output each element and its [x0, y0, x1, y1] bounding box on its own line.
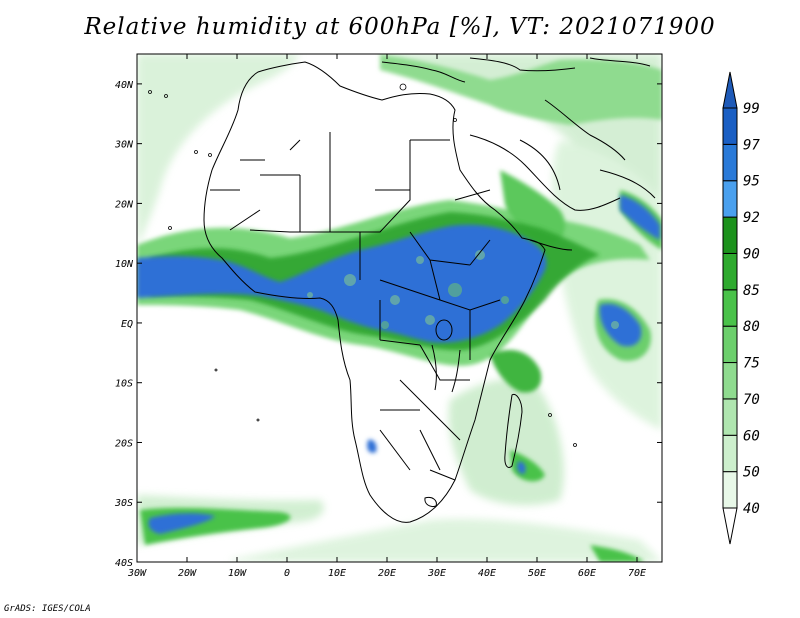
- colorbar-swatch: [722, 398, 738, 436]
- colorbar-swatch: [722, 325, 738, 364]
- lat-tick-label: 30S: [114, 498, 133, 509]
- lon-tick-label: 70E: [628, 568, 646, 579]
- lat-tick-label: 20N: [115, 199, 134, 210]
- colorbar-label: 95: [743, 174, 760, 190]
- colorbar-lower-triangle: [722, 507, 738, 545]
- colorbar-label: 70: [743, 392, 760, 408]
- map-title: Relative humidity at 600hPa [%], VT: 202…: [84, 14, 716, 40]
- lon-tick-label: 30E: [427, 568, 446, 579]
- colorbar-label: 75: [743, 356, 760, 372]
- lon-tick-label: 10E: [328, 568, 346, 579]
- lat-tick-label: 40S: [115, 558, 133, 569]
- colorbar-swatch: [722, 471, 738, 509]
- colorbar-swatch: [722, 180, 738, 218]
- lon-tick-label: 40E: [478, 568, 496, 579]
- colorbar-label: 90: [743, 246, 760, 262]
- lon-axis: 30W 20W 10W 0 10E 20E 30E 40E 50E 60E 70E: [127, 54, 646, 579]
- lon-tick-label: 50E: [528, 568, 546, 579]
- lat-tick-label: 40N: [115, 80, 134, 91]
- plot-frame: [136, 53, 663, 563]
- colorbar-swatch: [722, 216, 738, 254]
- grads-credit: GrADS: IGES/COLA: [4, 604, 91, 614]
- colorbar-swatch: [722, 434, 738, 473]
- lon-tick-label: 30W: [127, 568, 147, 579]
- lon-tick-label: 20W: [178, 568, 197, 579]
- lat-tick-label: 10N: [115, 259, 134, 270]
- colorbar-label: 60: [743, 428, 760, 444]
- colorbar-swatch: [722, 143, 738, 182]
- colorbar-label: 80: [743, 319, 760, 335]
- lon-tick-label: 0: [284, 568, 290, 579]
- colorbar-label: 85: [743, 283, 760, 299]
- colorbar-swatch: [722, 252, 738, 291]
- colorbar-swatch: [722, 362, 738, 400]
- lat-tick-label: 20S: [115, 438, 133, 449]
- humidity-field: [137, 54, 662, 562]
- colorbar-swatch: [722, 289, 738, 327]
- lon-tick-label: 20E: [378, 568, 396, 579]
- colorbar-label: 92: [743, 210, 760, 226]
- colorbar-label: 97: [743, 137, 760, 153]
- colorbar-swatch: [722, 107, 738, 145]
- colorbar-label: 50: [743, 465, 760, 481]
- lon-tick-label: 10W: [228, 568, 247, 579]
- lat-tick-label: 10S: [115, 379, 133, 390]
- colorbar-label: 40: [743, 501, 760, 517]
- lat-tick-label: 30N: [114, 140, 134, 151]
- colorbar: 40 50 60 70 75 80 85 90 92 95 97 99: [722, 71, 760, 545]
- lat-tick-label: EQ: [121, 319, 133, 330]
- lon-tick-label: 60E: [578, 568, 596, 579]
- lat-axis: 40N 30N 20N 10N EQ 10S 20S 30S 40S: [114, 80, 662, 569]
- colorbar-upper-triangle: [722, 71, 738, 109]
- colorbar-label: 99: [743, 101, 760, 117]
